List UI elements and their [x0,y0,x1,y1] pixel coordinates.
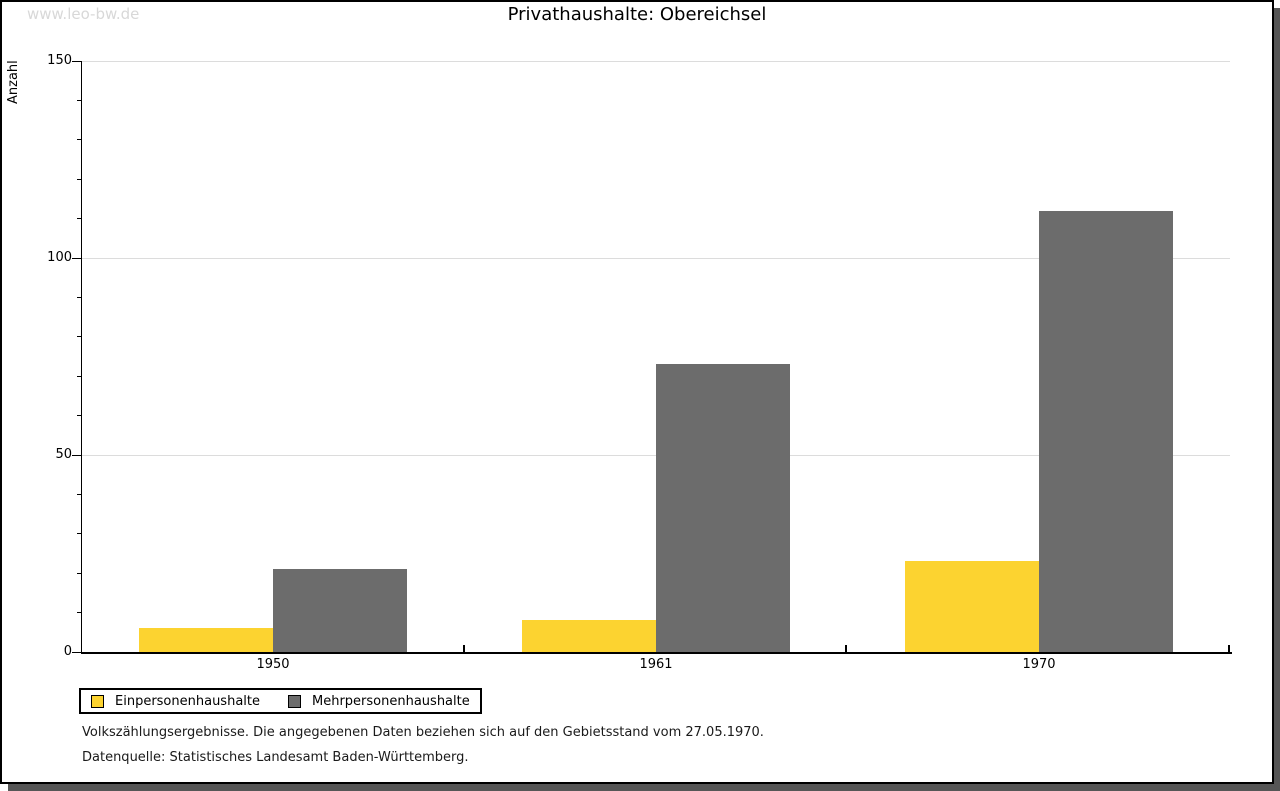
bar-mehrpersonenhaushalte-1950 [273,569,407,652]
y-tick-minor-10 [77,612,81,613]
chart-title: Privathaushalte: Obereichsel [507,4,767,25]
x-tick-boundary-2 [845,645,847,652]
x-tick-boundary-3 [1228,645,1230,652]
legend-swatch-einpersonenhaushalte [91,694,104,708]
legend-label-einpersonenhaushalte: Einpersonenhaushalte [115,693,260,709]
watermark-text: www.leo-bw.de [27,5,140,23]
y-tick-minor-40 [77,494,81,495]
x-category-label-1970: 1970 [1022,657,1056,672]
y-axis-line [81,61,82,652]
y-tick-minor-110 [77,218,81,219]
drop-shadow-right [1274,8,1280,791]
bar-einpersonenhaushalte-1970 [905,561,1039,652]
y-tick-label-0: 0 [63,644,72,659]
x-category-label-1950: 1950 [256,657,290,672]
y-tick-minor-90 [77,297,81,298]
y-tick-minor-120 [77,179,81,180]
y-tick-minor-140 [77,100,81,101]
plot-area: 0 50 100 150 1950 1961 1970 [47,53,1232,672]
y-tick-major-100 [72,258,81,259]
footnote-data-source: Datenquelle: Statistisches Landesamt Bad… [82,750,469,765]
y-tick-minor-60 [77,415,81,416]
y-tick-label-50: 50 [55,447,72,462]
y-tick-minor-20 [77,573,81,574]
bar-einpersonenhaushalte-1961 [522,620,656,652]
legend-item-mehrpersonenhaushalte: Mehrpersonenhaushalte [288,694,470,709]
bar-einpersonenhaushalte-1950 [139,628,273,652]
bar-mehrpersonenhaushalte-1970 [1039,211,1173,652]
y-tick-minor-30 [77,533,81,534]
gridline-150 [82,61,1230,62]
legend-item-einpersonenhaushalte: Einpersonenhaushalte [91,694,260,709]
x-category-label-1961: 1961 [639,657,673,672]
footnote-source-note: Volkszählungsergebnisse. Die angegebenen… [82,725,764,740]
x-tick-boundary-1 [463,645,465,652]
legend-label-mehrpersonenhaushalte: Mehrpersonenhaushalte [312,693,470,709]
x-axis-line [81,652,1232,654]
drop-shadow-bottom [8,784,1280,791]
y-tick-major-150 [72,61,81,62]
legend-swatch-mehrpersonenhaushalte [288,694,301,708]
y-tick-label-150: 150 [47,53,72,68]
y-tick-minor-130 [77,139,81,140]
y-tick-minor-80 [77,336,81,337]
y-tick-major-50 [72,455,81,456]
y-tick-major-0 [72,652,81,653]
gridline-100 [82,258,1230,259]
legend-box: Einpersonenhaushalte Mehrpersonenhaushalt… [79,688,482,714]
bar-mehrpersonenhaushalte-1961 [656,364,790,652]
y-axis-title: Anzahl [6,60,21,104]
y-tick-label-100: 100 [47,250,72,265]
y-tick-minor-70 [77,376,81,377]
